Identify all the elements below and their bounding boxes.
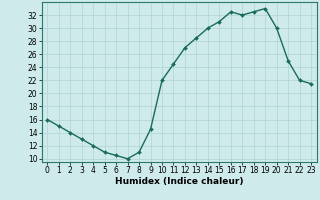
X-axis label: Humidex (Indice chaleur): Humidex (Indice chaleur) xyxy=(115,177,244,186)
